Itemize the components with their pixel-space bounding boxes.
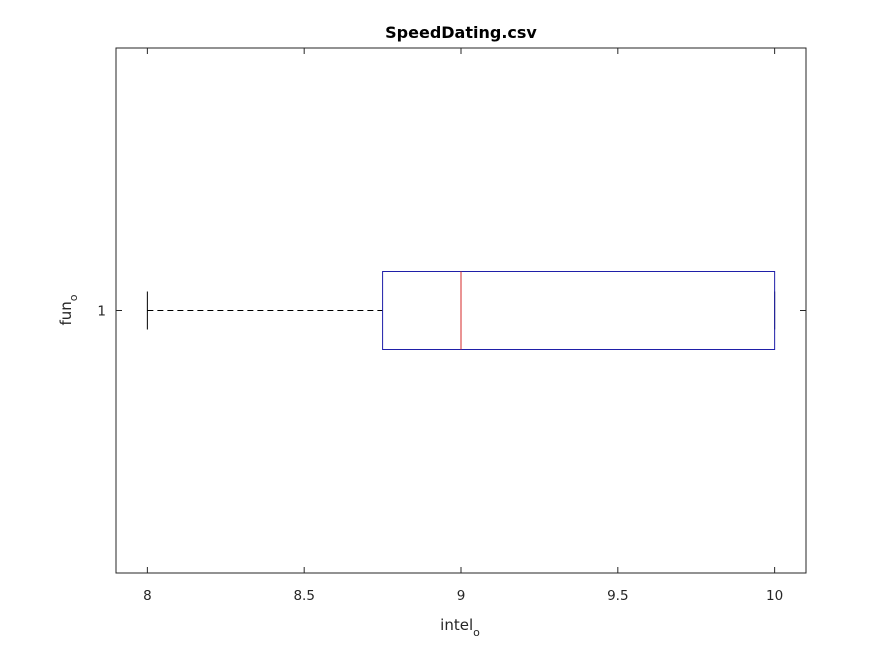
x-tick-label: 8.5 (293, 588, 314, 604)
x-tick-label: 9 (457, 588, 466, 604)
x-tick-label: 10 (766, 588, 783, 604)
y-axis-label-main: fun (57, 301, 75, 325)
x-tick-label: 8 (143, 588, 152, 604)
x-tick-label: 9.5 (607, 588, 628, 604)
x-axis-label-main: intel (440, 616, 473, 634)
plot-area: 8 8.5 9 9.5 10 1 (97, 47, 807, 604)
x-axis-label: intelo (440, 616, 480, 639)
chart-title: SpeedDating.csv (385, 23, 537, 42)
y-axis-label-sub: o (67, 294, 80, 301)
y-tick-label: 1 (97, 304, 106, 320)
box-iqr (382, 271, 776, 350)
x-axis-label-sub: o (473, 626, 480, 639)
y-axis-label: funo (57, 294, 80, 325)
